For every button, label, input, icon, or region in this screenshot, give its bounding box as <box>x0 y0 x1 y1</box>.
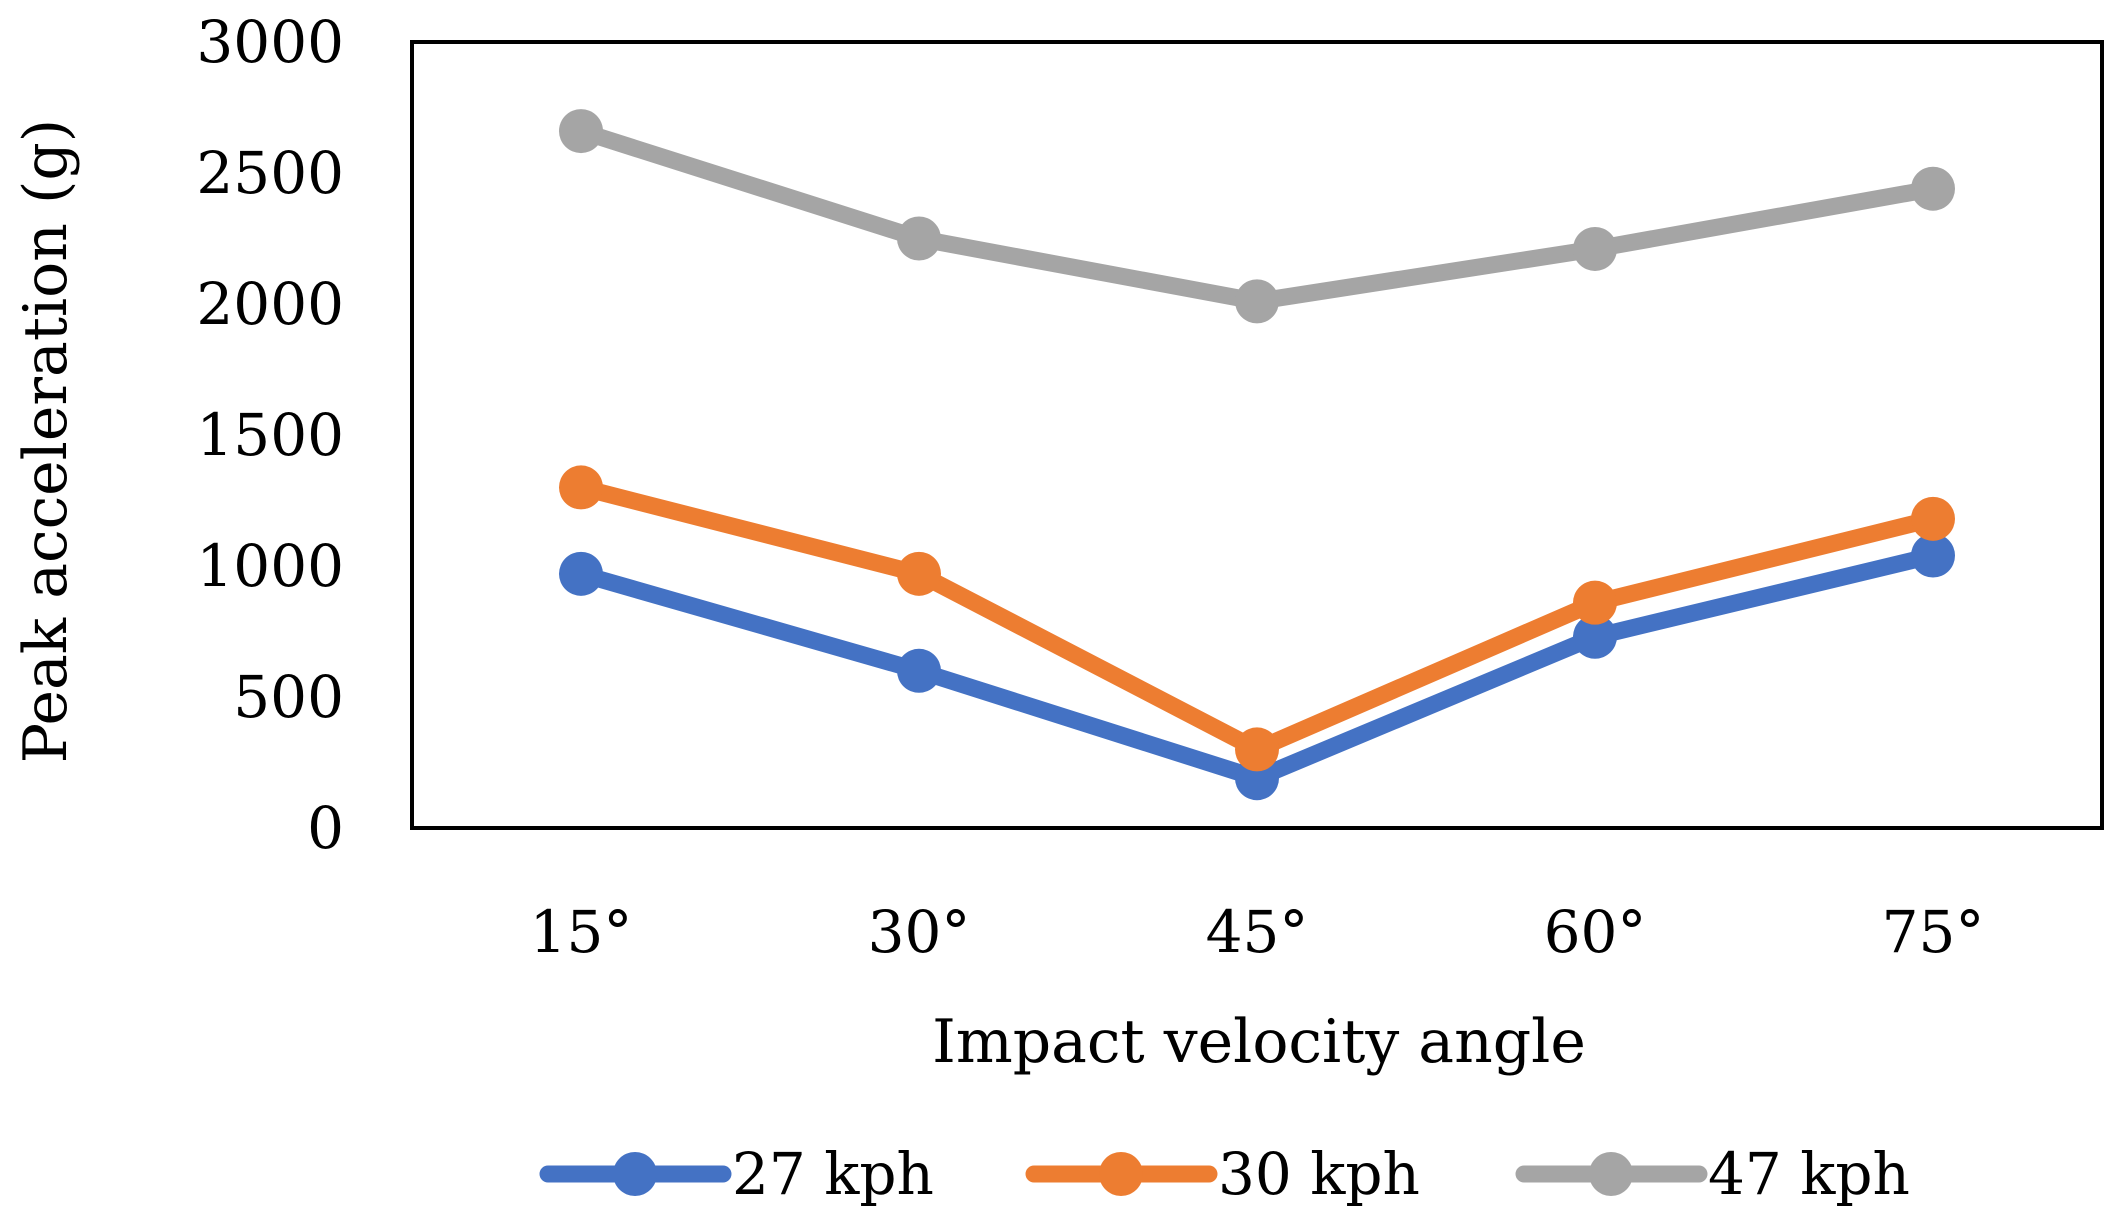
data-point <box>897 216 941 261</box>
y-axis-title: Peak acceleration (g) <box>11 119 81 763</box>
x-axis-title: Impact velocity angle <box>932 1007 1586 1077</box>
y-tick-label: 1500 <box>196 401 344 469</box>
y-tick-label: 500 <box>233 663 344 731</box>
data-point <box>1235 727 1279 772</box>
legend-item: 47 kph <box>1515 1140 1910 1208</box>
data-point <box>559 465 603 510</box>
legend-label: 47 kph <box>1708 1140 1910 1208</box>
data-point <box>1573 614 1617 659</box>
series-line <box>572 122 1942 310</box>
y-tick-label: 2000 <box>196 270 344 338</box>
y-tick-label: 0 <box>307 794 344 862</box>
x-tick-label: 15° <box>530 898 633 966</box>
data-point <box>559 551 603 596</box>
series-27-kph <box>559 533 1955 801</box>
data-point <box>1911 496 1955 541</box>
legend: 27 kph 30 kph 47 kph <box>539 1140 1910 1208</box>
x-tick-label: 75° <box>1882 898 1985 966</box>
series-30-kph <box>559 465 1955 772</box>
data-point <box>1911 166 1955 211</box>
data-point <box>897 648 941 693</box>
data-point <box>559 109 603 154</box>
y-tick-label: 1000 <box>196 532 344 600</box>
data-point <box>897 551 941 596</box>
legend-label: 27 kph <box>732 1140 934 1208</box>
y-tick-label: 3000 <box>196 8 344 76</box>
x-tick-label: 30° <box>868 898 971 966</box>
data-point <box>1573 580 1617 625</box>
data-point <box>1573 226 1617 271</box>
y-axis: 0 500 1000 1500 2000 2500 3000 <box>196 8 344 862</box>
legend-marker <box>1589 1152 1633 1196</box>
data-point <box>1911 533 1955 578</box>
legend-marker <box>1099 1152 1143 1196</box>
x-tick-label: 45° <box>1206 898 1309 966</box>
series-line <box>572 478 1942 758</box>
x-tick-label: 60° <box>1544 898 1647 966</box>
legend-marker <box>613 1152 657 1196</box>
series-layer <box>559 109 1955 801</box>
legend-item: 27 kph <box>539 1140 934 1208</box>
legend-label: 30 kph <box>1218 1140 1420 1208</box>
plot-area-frame <box>410 40 2104 830</box>
y-tick-label: 2500 <box>196 139 344 207</box>
legend-item: 30 kph <box>1025 1140 1420 1208</box>
series-47-kph <box>559 109 1955 324</box>
x-axis: 15° 30° 45° 60° 75° <box>530 898 1985 966</box>
data-point <box>1235 279 1279 324</box>
